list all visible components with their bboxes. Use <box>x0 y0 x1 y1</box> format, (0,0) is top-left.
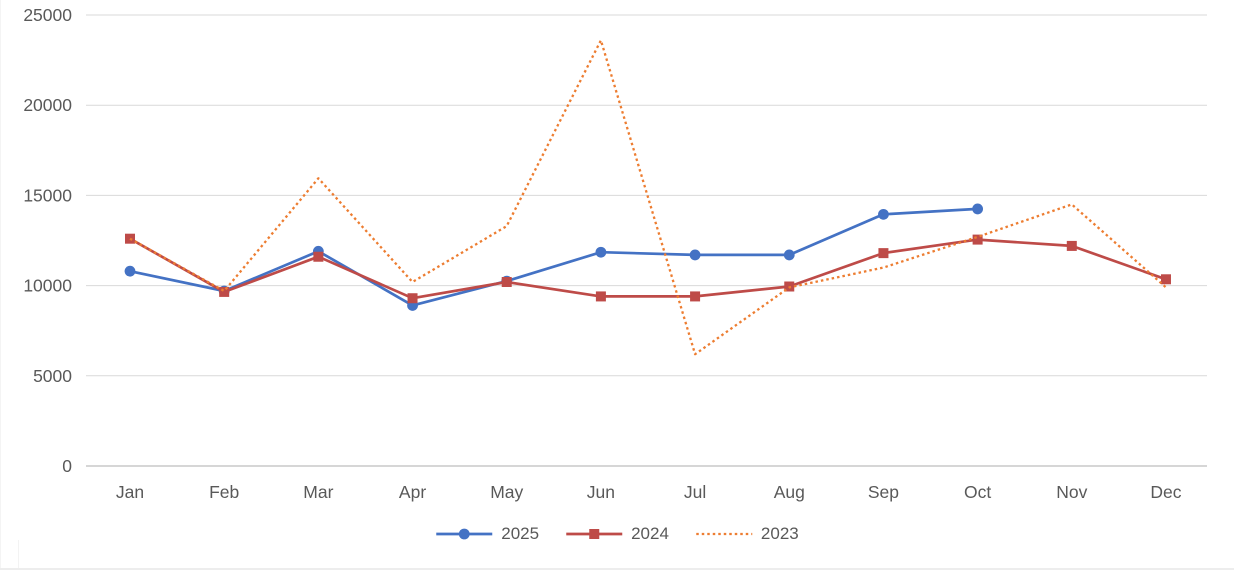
legend-label: 2025 <box>501 524 540 543</box>
x-axis-tick-label: Dec <box>1150 482 1181 502</box>
legend-label: 2024 <box>631 524 669 543</box>
x-axis-tick-label: Mar <box>303 482 333 502</box>
chart-legend: 2025 2024 2023 <box>435 524 799 544</box>
legend-swatch-2024 <box>566 529 623 539</box>
data-point-marker-2024[interactable] <box>1066 240 1077 251</box>
data-point-marker-2024[interactable] <box>1160 274 1171 285</box>
series-line-2024[interactable] <box>129 237 1167 300</box>
legend-swatch-2025 <box>436 528 493 540</box>
data-point-marker-2024[interactable] <box>219 286 230 297</box>
x-axis-tick-label: Sep <box>868 482 899 502</box>
data-point-marker-2025[interactable] <box>783 249 795 261</box>
x-axis-tick-label: Apr <box>399 482 426 502</box>
data-point-marker-2024[interactable] <box>972 234 983 245</box>
data-point-marker-2025[interactable] <box>689 249 701 261</box>
data-point-marker-2025[interactable] <box>595 246 607 258</box>
y-axis-tick-label: 25000 <box>23 5 72 25</box>
data-point-marker-2024[interactable] <box>595 291 606 302</box>
page-bottom-edge <box>0 568 1234 570</box>
x-axis-tick-label: Oct <box>964 482 991 502</box>
background-cell-hairline <box>18 540 19 570</box>
y-axis-tick-label: 10000 <box>23 276 72 296</box>
x-axis-tick-label: Feb <box>209 482 239 502</box>
data-point-marker-2024[interactable] <box>878 248 889 259</box>
x-axis-tick-label: Jan <box>116 482 144 502</box>
y-axis-tick-label: 5000 <box>33 366 72 386</box>
data-point-marker-2025[interactable] <box>972 203 984 215</box>
legend-label: 2023 <box>760 524 799 543</box>
legend-item-2024[interactable]: 2024 <box>565 524 669 544</box>
y-axis-tick-label: 20000 <box>23 95 72 115</box>
series-line-2025[interactable] <box>129 207 978 307</box>
y-axis-tick-label: 15000 <box>23 185 72 205</box>
legend-item-2025[interactable]: 2025 <box>435 524 539 544</box>
data-point-marker-2024[interactable] <box>125 233 135 244</box>
x-axis-tick-label: May <box>490 482 523 502</box>
data-point-marker-2025[interactable] <box>878 208 889 220</box>
legend-item-2023[interactable]: 2023 <box>695 524 799 544</box>
x-axis-tick-label: Jul <box>684 482 706 502</box>
series-line-2023[interactable] <box>129 39 1167 356</box>
page-left-edge <box>0 0 1 570</box>
data-point-marker-2024[interactable] <box>501 276 512 287</box>
data-point-marker-2024[interactable] <box>407 293 418 304</box>
x-axis-tick-label: Jun <box>587 482 615 502</box>
x-axis-tick-label: Nov <box>1056 482 1087 502</box>
x-axis-tick-label: Aug <box>774 482 805 502</box>
data-point-marker-2025[interactable] <box>124 265 136 277</box>
legend-swatch-2023 <box>695 532 752 536</box>
data-point-marker-2024[interactable] <box>690 291 701 302</box>
y-axis-tick-label: 0 <box>62 456 72 476</box>
data-point-marker-2024[interactable] <box>313 251 324 262</box>
